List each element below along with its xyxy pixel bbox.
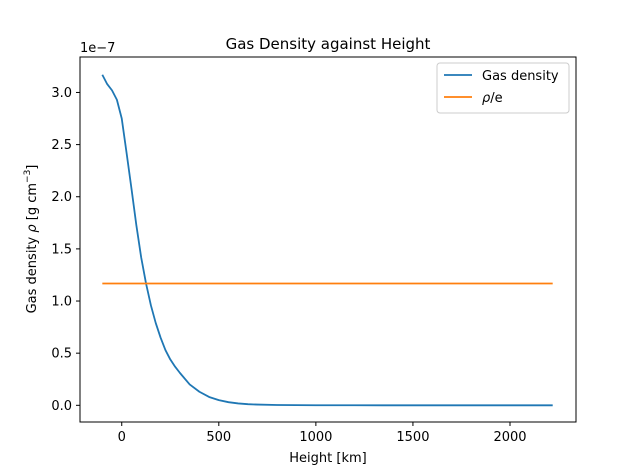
- series-line-0: [101, 74, 553, 407]
- series-group: [101, 74, 553, 407]
- x-tick-label-1: 500: [206, 430, 231, 445]
- ticks: 0 500 1000 1500 2000 0.0 0.5 1.0 1.5 2.0 2.5 3.0: [51, 86, 526, 445]
- y-tick-label-5: 2.5: [51, 138, 72, 153]
- x-axis-label: Height [km]: [289, 451, 366, 466]
- y-axis-label-units: [g cm: [25, 183, 40, 224]
- y-tick-label-0: 0.0: [51, 399, 72, 414]
- y-offset-text: 1e−7: [80, 41, 115, 56]
- y-tick-label-1: 0.5: [51, 347, 72, 362]
- legend: Gas density ρ/e: [436, 62, 570, 114]
- x-tick-label-4: 2000: [493, 430, 526, 445]
- x-tick-label-3: 1500: [396, 430, 429, 445]
- y-tick-label-4: 2.0: [51, 190, 72, 205]
- y-axis-label-close: ]: [25, 165, 40, 170]
- y-axis-label-prefix: Gas density: [25, 233, 40, 314]
- y-tick-label-6: 3.0: [51, 86, 72, 101]
- chart-title: Gas Density against Height: [226, 35, 431, 53]
- y-axis-label-rho: ρ: [25, 224, 40, 233]
- legend-label-rho-over-e: ρ/e: [482, 91, 503, 106]
- legend-label-rest: /e: [490, 91, 502, 106]
- y-tick-label-2: 1.0: [51, 295, 72, 310]
- legend-label-rho: ρ: [482, 91, 491, 106]
- axes: [79, 56, 577, 423]
- y-axis-label-exponent: −3: [23, 170, 33, 183]
- axes-frame: [79, 56, 577, 423]
- legend-label-gas-density: Gas density: [482, 69, 559, 84]
- y-tick-label-3: 1.5: [51, 242, 72, 257]
- x-tick-label-2: 1000: [299, 430, 332, 445]
- y-axis-label: Gas density ρ [g cm−3]: [23, 165, 40, 314]
- x-tick-label-0: 0: [118, 430, 126, 445]
